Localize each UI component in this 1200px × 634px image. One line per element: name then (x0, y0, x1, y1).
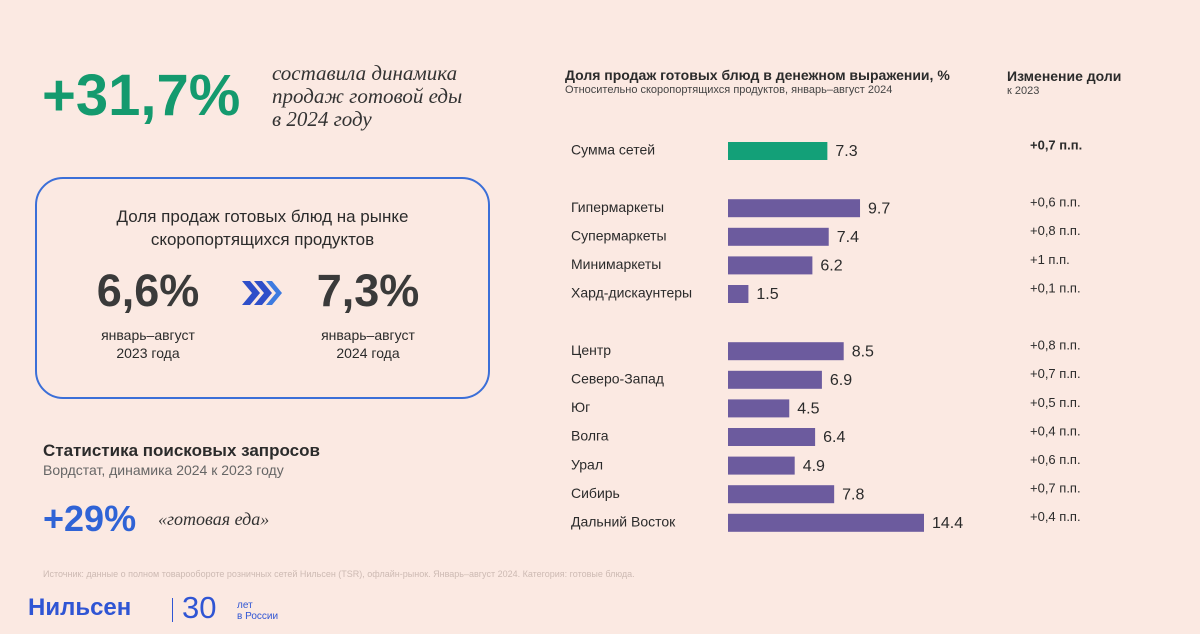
before-value: 6,6% (96, 265, 200, 316)
bar (728, 428, 816, 446)
category-label: Юг (571, 399, 590, 415)
line: в России (237, 611, 279, 622)
line: скоропортящихся продуктов (150, 230, 375, 249)
line: январь–август (321, 327, 415, 343)
bar (728, 513, 924, 532)
change-label: +0,1 п.п. (1030, 280, 1081, 295)
value-label: 9.7 (868, 200, 890, 217)
category-label: Гипермаркеты (571, 199, 664, 215)
category-label: Волга (571, 428, 609, 444)
value-label: 6.4 (823, 429, 845, 446)
value-label: 6.2 (820, 258, 842, 275)
source: Источник: данные о полном товарообороте … (43, 569, 635, 579)
headline-text: составила динамика продаж готовой еды в … (272, 62, 462, 131)
line: продаж готовой еды (272, 84, 463, 108)
headline-value: +31,7% (42, 63, 241, 128)
line: лет (237, 600, 253, 611)
chart-title: Доля продаж готовых блюд в денежном выра… (565, 67, 950, 83)
change-label: +1 п.п. (1030, 252, 1070, 267)
bar (728, 227, 829, 246)
bar (728, 256, 813, 275)
change-subtitle: к 2023 (1007, 85, 1040, 97)
after-value: 7,3% (316, 265, 420, 316)
search-query: «готовая еда» (158, 509, 270, 529)
category-label: Минимаркеты (571, 256, 661, 272)
value-label: 7.4 (837, 229, 859, 246)
line: январь–август (101, 327, 195, 343)
category-label: Супермаркеты (571, 228, 667, 244)
line: в 2024 году (272, 107, 372, 131)
bar (728, 285, 749, 303)
change-label: +0,7 п.п. (1030, 366, 1081, 381)
logo-caption: лет в России (237, 600, 278, 622)
change-label: +0,4 п.п. (1030, 509, 1081, 524)
change-label: +0,8 п.п. (1030, 338, 1081, 353)
value-label: 14.4 (932, 515, 963, 532)
value-label: 1.5 (756, 286, 778, 303)
logo-separator (172, 598, 173, 622)
chart-subtitle: Относительно скоропортящихся продуктов, … (565, 84, 893, 96)
change-label: +0,6 п.п. (1030, 195, 1081, 210)
value-label: 8.5 (852, 343, 874, 360)
line: 2023 года (116, 345, 180, 361)
change-label: +0,6 п.п. (1030, 452, 1081, 467)
category-label: Сибирь (571, 485, 620, 501)
change-label: +0,7 п.п. (1030, 481, 1081, 496)
line: Доля продаж готовых блюд на рынке (116, 207, 409, 226)
line: 2024 года (336, 345, 400, 361)
value-label: 7.8 (842, 486, 864, 503)
value-label: 4.5 (797, 401, 819, 418)
chart: Сумма сетей 7.3 +0,7 п.п. Гипермаркеты 9.7 +0… (571, 137, 1082, 532)
search-subtitle: Вордстат, динамика 2024 к 2023 году (43, 462, 284, 478)
change-label: +0,8 п.п. (1030, 223, 1081, 238)
share-title: Доля продаж готовых блюд на рынке скороп… (37, 205, 488, 251)
category-label: Северо-Запад (571, 371, 664, 387)
logo-name: Нильсен (28, 594, 132, 621)
change-label: +0,4 п.п. (1030, 423, 1081, 438)
category-label: Хард-дискаунтеры (571, 285, 692, 301)
category-label: Сумма сетей (571, 142, 655, 158)
change-title: Изменение доли (1007, 68, 1122, 84)
category-label: Дальний Восток (571, 514, 676, 530)
after-period: январь–август 2024 года (298, 326, 438, 362)
change-label: +0,7 п.п. (1030, 137, 1082, 152)
logo-years: 30 (182, 590, 217, 625)
bar (728, 485, 835, 504)
category-label: Центр (571, 342, 611, 358)
search-value: +29% (43, 498, 137, 539)
category-label: Урал (571, 456, 603, 472)
line: составила динамика (272, 61, 458, 85)
value-label: 7.3 (835, 143, 857, 160)
share-box (35, 177, 490, 399)
arrow-icon (242, 281, 282, 305)
bar (728, 199, 861, 218)
before-period: январь–август 2023 года (78, 326, 218, 362)
search-title: Статистика поисковых запросов (43, 441, 320, 460)
bar (728, 142, 828, 160)
value-label: 4.9 (803, 458, 825, 475)
bar (728, 456, 795, 475)
value-label: 6.9 (830, 372, 852, 389)
bar (728, 399, 790, 418)
bar (728, 342, 844, 361)
bar (728, 370, 822, 389)
change-label: +0,5 п.п. (1030, 395, 1081, 410)
